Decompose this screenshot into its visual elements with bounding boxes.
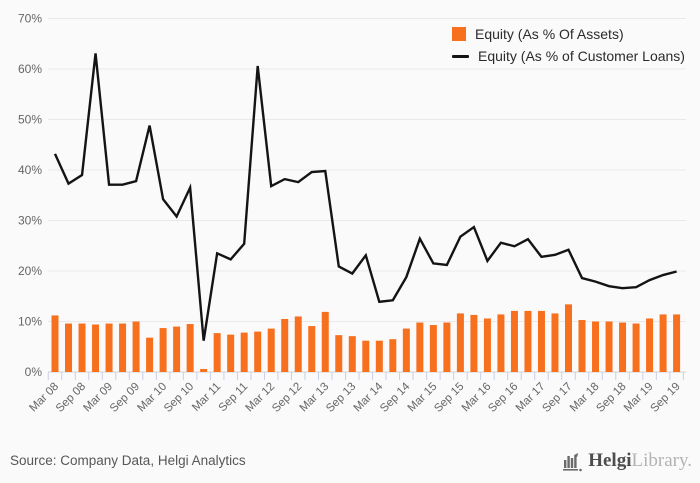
bar-dec-08 [92,324,100,372]
bar-jun-16 [497,314,505,372]
logo-part-library: Library [631,450,688,471]
bar-mar-12 [267,328,275,372]
bar-mar-19 [646,318,654,372]
bar-mar-18 [592,321,600,372]
x-axis-tick-label: Sep 09 [108,381,142,415]
y-axis-tick-label: 60% [18,62,42,76]
bar-mar-17 [537,310,545,372]
bar-jun-19 [659,314,667,372]
x-axis-tick-label: Sep 08 [54,381,88,415]
bar-sep-15 [456,313,464,372]
legend-line-swatch-icon [452,54,469,58]
x-axis-tick-label: Sep 12 [270,381,304,415]
x-axis-tick-label: Sep 14 [378,380,413,415]
legend-label-equity-assets: Equity (As % Of Assets) [475,26,624,42]
legend-item-equity-assets: Equity (As % Of Assets) [452,26,685,42]
helgi-logo-icon [563,453,583,472]
logo-suffix: . [687,450,692,471]
bar-dec-09 [146,337,154,372]
bar-jun-09 [119,323,127,372]
y-axis-tick-label: 50% [18,113,42,127]
bar-mar-15 [429,325,437,372]
bar-sep-12 [294,316,302,372]
bar-dec-16 [524,310,532,372]
bar-dec-12 [308,326,316,372]
bar-sep-16 [510,310,518,372]
y-axis-tick-label: 0% [25,365,43,379]
bar-sep-10 [186,324,194,372]
bar-sep-19 [673,314,681,372]
bar-sep-14 [402,328,410,372]
bar-mar-16 [483,318,491,372]
legend-bar-swatch-icon [452,27,466,41]
bar-jun-14 [389,339,397,372]
bar-mar-13 [321,311,329,372]
bar-sep-13 [348,336,356,372]
bar-jun-15 [443,322,451,372]
x-axis-tick-label: Sep 13 [324,381,358,415]
y-axis-tick-label: 10% [18,315,42,329]
equity-loans-line [53,53,677,341]
bar-dec-14 [416,322,424,372]
x-axis-tick-label: Sep 18 [594,381,628,415]
bar-jun-12 [281,318,289,372]
x-axis-tick-label: Sep 16 [486,381,520,415]
bar-dec-15 [470,314,478,372]
legend-item-equity-loans: Equity (As % of Customer Loans) [452,48,685,64]
bar-dec-10 [200,368,208,372]
logo-wordmark: HelgiLibrary. [588,449,692,473]
bar-sep-18 [619,322,627,372]
bar-dec-13 [362,340,370,372]
bar-mar-11 [213,333,221,372]
x-axis-tick-label: Sep 10 [162,381,196,415]
y-axis-tick-label: 20% [18,264,42,278]
equity-chart: 0% 10% 20% 30% 40% 50% 60% 70% Mar 08 Sep 08 Mar 0… [18,12,686,415]
bar-sep-11 [240,332,248,372]
bar-jun-17 [551,313,559,372]
x-axis-tick-label: Sep 15 [432,381,466,415]
legend-label-equity-loans: Equity (As % of Customer Loans) [478,48,685,64]
y-axis-tick-label: 30% [18,214,42,228]
x-axis-tick-label: Sep 17 [540,381,574,415]
logo-part-helgi: Helgi [588,450,632,471]
x-axis-tick-label: Sep 11 [217,381,251,415]
bar-mar-10 [159,328,167,372]
bar-jun-13 [335,335,343,372]
bar-mar-14 [375,340,383,372]
y-axis-tick-label: 70% [18,12,42,26]
bar-jun-11 [227,334,235,372]
bar-sep-09 [132,321,140,372]
bar-dec-17 [578,319,586,372]
y-axis-tick-label: 40% [18,163,42,177]
bar-dec-18 [632,323,640,372]
bar-mar-09 [105,323,113,372]
bar-jun-08 [65,323,73,372]
bar-mar-08 [51,315,59,372]
chart-legend: Equity (As % Of Assets) Equity (As % of … [452,26,685,64]
bar-sep-17 [564,304,572,372]
bar-jun-10 [173,326,181,372]
helgi-library-logo: HelgiLibrary. [561,449,692,473]
bar-jun-18 [605,321,613,372]
x-axis-tick-label: Sep 19 [648,381,682,415]
bar-dec-11 [254,331,262,372]
source-note: Source: Company Data, Helgi Analytics [10,453,246,468]
bar-sep-08 [78,323,86,372]
